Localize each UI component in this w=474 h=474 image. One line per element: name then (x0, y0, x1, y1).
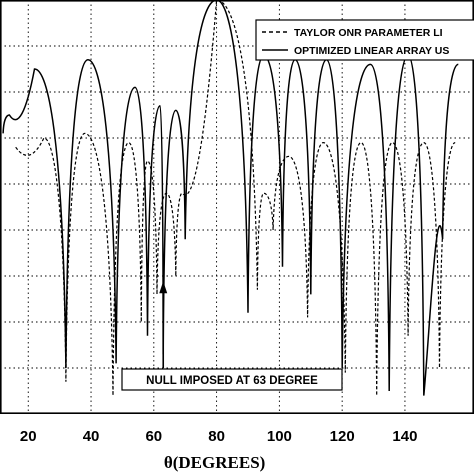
plot-frame (0, 0, 474, 414)
grid-lines (0, 0, 474, 414)
x-tick-label: 20 (20, 428, 37, 445)
legend-box (255, 19, 474, 61)
x-tick-labels: 20 40 60 80 100 120 140 (20, 428, 418, 445)
x-axis-title: θ(DEGREES) (164, 453, 265, 472)
legend-label-taylor: TAYLOR ONR PARAMETER LI (294, 27, 443, 39)
series-optimized (2, 0, 459, 396)
x-tick-label: 100 (267, 428, 292, 445)
x-tick-label: 40 (83, 428, 100, 445)
annotation-label: NULL IMPOSED AT 63 DEGREE (146, 375, 318, 387)
annotation-box (121, 368, 343, 391)
series-layer (2, 0, 459, 396)
x-tick-label: 60 (145, 428, 162, 445)
x-tick-label: 120 (330, 428, 355, 445)
annotation-arrow-head (159, 281, 168, 294)
null-annotation: NULL IMPOSED AT 63 DEGREE (121, 281, 343, 391)
legend-label-optimized: OPTIMIZED LINEAR ARRAY US (294, 45, 449, 57)
legend: TAYLOR ONR PARAMETER LI OPTIMIZED LINEAR… (255, 19, 474, 61)
series-line (2, 0, 459, 396)
x-tick-label: 80 (208, 428, 225, 445)
x-tick-label: 140 (392, 428, 417, 445)
